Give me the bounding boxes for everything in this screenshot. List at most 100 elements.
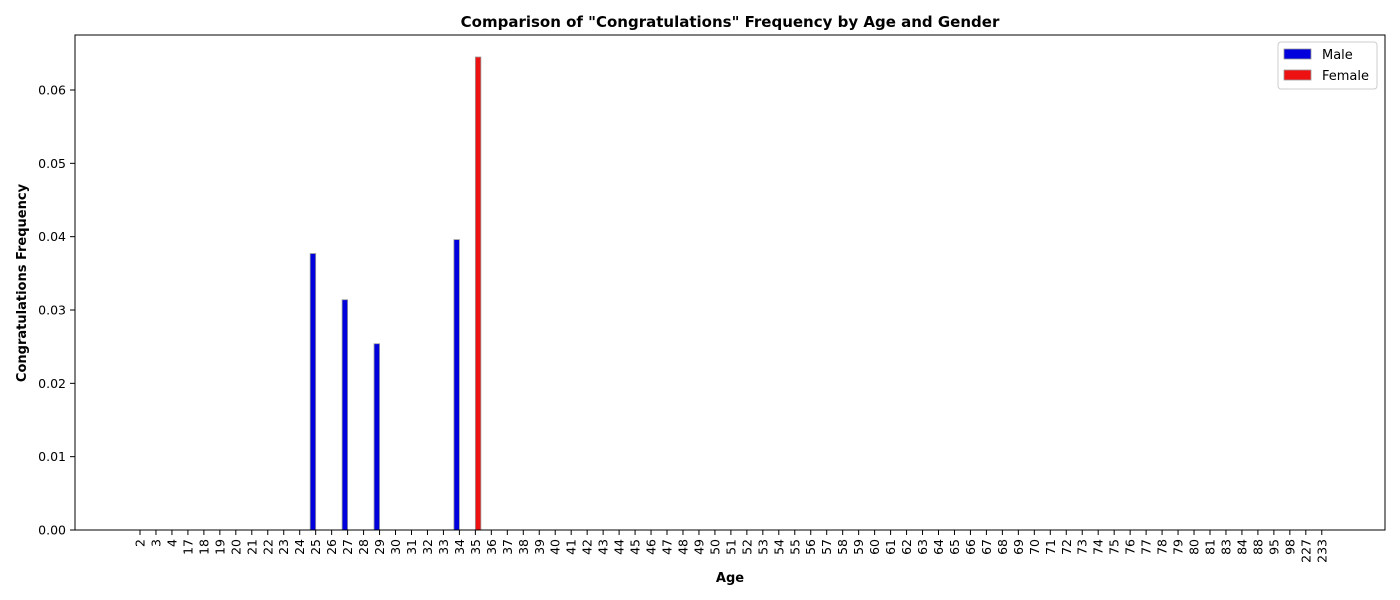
x-tick-label: 59 — [851, 539, 866, 555]
x-tick-label: 55 — [787, 539, 802, 555]
x-tick-label: 4 — [164, 539, 179, 547]
x-tick-label: 35 — [468, 539, 483, 555]
x-tick-label: 60 — [867, 539, 882, 555]
x-tick-label: 42 — [580, 539, 595, 555]
x-tick-label: 21 — [244, 539, 259, 555]
x-tick-label: 28 — [356, 539, 371, 555]
x-tick-label: 70 — [1027, 539, 1042, 555]
legend-label-male: Male — [1322, 48, 1353, 63]
chart-title: Comparison of "Congratulations" Frequenc… — [461, 13, 1000, 31]
x-tick-label: 79 — [1171, 539, 1186, 555]
x-tick-label: 38 — [516, 539, 531, 555]
legend-swatch-female — [1283, 69, 1312, 81]
x-tick-label: 74 — [1091, 539, 1106, 555]
bar-female-35 — [474, 56, 482, 531]
x-tick-label: 62 — [899, 539, 914, 555]
bar-male-34 — [453, 239, 460, 531]
x-tick-label: 72 — [1059, 539, 1074, 555]
x-tick-label: 53 — [755, 539, 770, 555]
x-tick-label: 77 — [1139, 539, 1154, 555]
y-tick-label: 0.00 — [38, 523, 66, 538]
x-tick-label: 64 — [931, 539, 946, 555]
x-tick-label: 49 — [691, 539, 706, 555]
x-tick-label: 36 — [484, 539, 499, 555]
x-tick-label: 58 — [835, 539, 850, 555]
x-tick-label: 32 — [420, 539, 435, 555]
x-tick-label: 39 — [532, 539, 547, 555]
x-tick-label: 52 — [739, 539, 754, 555]
y-tick-label: 0.03 — [38, 303, 66, 318]
x-tick-label: 31 — [404, 539, 419, 555]
x-tick-label: 37 — [500, 539, 515, 555]
x-tick-label: 95 — [1266, 539, 1281, 555]
plot-area — [309, 56, 482, 531]
x-tick-label: 88 — [1250, 539, 1265, 555]
x-tick-label: 45 — [628, 539, 643, 555]
x-tick-label: 61 — [883, 539, 898, 555]
x-tick-label: 51 — [723, 539, 738, 555]
plot-frame — [74, 34, 1386, 531]
x-tick-label: 26 — [324, 539, 339, 555]
x-tick-label: 3 — [148, 539, 163, 547]
x-tick-label: 98 — [1282, 539, 1297, 555]
x-tick-label: 50 — [707, 539, 722, 555]
y-tick-label: 0.04 — [38, 229, 66, 244]
x-tick-label: 54 — [771, 539, 786, 555]
x-tick-label: 73 — [1075, 539, 1090, 555]
x-tick-label: 63 — [915, 539, 930, 555]
y-tick-label: 0.06 — [38, 83, 66, 98]
y-tick-label: 0.05 — [38, 156, 66, 171]
x-tick-label: 47 — [660, 539, 675, 555]
x-tick-label: 81 — [1202, 539, 1217, 555]
x-tick-label: 34 — [452, 539, 467, 555]
x-tick-label: 67 — [979, 539, 994, 555]
x-tick-label: 48 — [675, 539, 690, 555]
bar-male-27 — [341, 299, 349, 531]
x-tick-label: 19 — [212, 539, 227, 555]
x-axis: 2 3 4 17 18 19 20 21 22 23 24 25 26 27 28 29 30 31 32 33 34 3… — [133, 530, 1329, 563]
x-tick-label: 22 — [260, 539, 275, 555]
x-tick-label: 29 — [372, 539, 387, 555]
x-tick-label: 30 — [388, 539, 403, 555]
y-tick-label: 0.02 — [38, 376, 66, 391]
x-tick-label: 56 — [803, 539, 818, 555]
y-axis: 0.00 0.01 0.02 0.03 0.04 0.05 0.06 — [38, 83, 75, 538]
x-tick-label: 65 — [947, 539, 962, 555]
x-tick-label: 20 — [228, 539, 243, 555]
x-tick-label: 17 — [180, 539, 195, 555]
x-tick-label: 78 — [1155, 539, 1170, 555]
x-tick-label: 69 — [1011, 539, 1026, 555]
y-axis-label: Congratulations Frequency — [15, 183, 30, 382]
x-tick-label: 75 — [1107, 539, 1122, 555]
x-tick-label: 43 — [596, 539, 611, 555]
x-tick-label: 44 — [612, 539, 627, 555]
bar-male-25 — [309, 253, 317, 531]
y-tick-label: 0.01 — [38, 449, 66, 464]
x-axis-label: Age — [716, 571, 744, 586]
x-tick-label: 40 — [548, 539, 563, 555]
x-tick-label: 80 — [1187, 539, 1202, 555]
x-tick-label: 25 — [308, 539, 323, 555]
x-tick-label: 24 — [292, 539, 307, 555]
x-tick-label: 23 — [276, 539, 291, 555]
x-tick-label: 66 — [963, 539, 978, 555]
x-tick-label: 2 — [133, 539, 148, 547]
legend-label-female: Female — [1322, 69, 1369, 84]
x-tick-label: 41 — [564, 539, 579, 555]
x-tick-label: 18 — [196, 539, 211, 555]
x-tick-label: 76 — [1123, 539, 1138, 555]
bar-male-29 — [373, 343, 380, 531]
x-tick-label: 227 — [1298, 539, 1313, 563]
x-tick-label: 46 — [644, 539, 659, 555]
x-tick-label: 71 — [1043, 539, 1058, 555]
legend-swatch-male — [1283, 48, 1312, 60]
x-tick-label: 57 — [819, 539, 834, 555]
x-tick-label: 83 — [1218, 539, 1233, 555]
x-tick-label: 68 — [995, 539, 1010, 555]
legend: Male Female — [1277, 41, 1378, 90]
x-tick-label: 27 — [340, 539, 355, 555]
x-tick-label: 33 — [436, 539, 451, 555]
x-tick-label: 233 — [1314, 539, 1329, 563]
x-tick-label: 84 — [1234, 539, 1249, 555]
